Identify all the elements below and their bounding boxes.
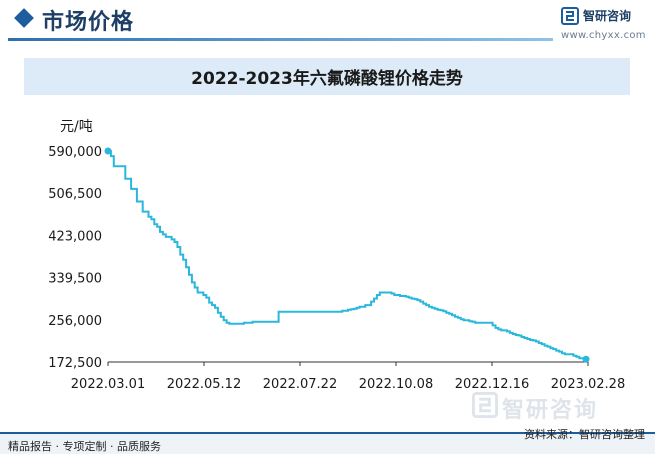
y-tick-label: 172,500: [48, 356, 102, 371]
x-tick-label: 2022.03.01: [71, 377, 145, 392]
y-axis-label: 元/吨: [60, 119, 93, 135]
footer-rule: [0, 432, 655, 434]
series-end-marker: [582, 355, 590, 363]
page-footer: 精品报告 · 专项定制 · 品质服务 资料来源：智研咨询整理: [0, 428, 655, 454]
brand-name: 智研咨询: [583, 9, 632, 23]
x-tick-label: 2022.07.22: [263, 377, 337, 392]
brand-url: www.chyxx.com: [561, 30, 646, 41]
x-tick-label: 2022.10.08: [359, 377, 433, 392]
y-tick-label: 256,000: [48, 314, 102, 329]
y-tick-label: 423,000: [48, 229, 102, 244]
page-header: 市场价格 智研咨询 www.chyxx.com: [0, 0, 655, 44]
footer-tagline: 精品报告 · 专项定制 · 品质服务: [8, 440, 161, 453]
brand-block: 智研咨询 www.chyxx.com: [559, 6, 655, 42]
data-source: 资料来源：智研咨询整理: [524, 428, 645, 441]
y-tick-label: 506,500: [48, 187, 102, 202]
brand-logo-icon: [561, 7, 579, 25]
watermark-logo: 智研咨询: [472, 392, 642, 423]
series-start-marker: [104, 147, 112, 155]
watermark-logo-icon: [472, 392, 498, 418]
header-underline: [8, 38, 553, 41]
x-tick-label: 2022.12.16: [455, 377, 529, 392]
watermark-name: 智研咨询: [502, 398, 599, 423]
page-title: 市场价格: [42, 10, 135, 35]
x-tick-label: 2022.05.12: [167, 377, 241, 392]
x-tick-label: 2023.02.28: [551, 377, 625, 392]
series-price-line: [108, 150, 589, 360]
chart-title-band: 2022-2023年六氟磷酸锂价格走势: [24, 58, 630, 95]
y-tick-label: 339,500: [48, 272, 102, 287]
y-tick-label: 590,000: [48, 145, 102, 160]
chart-title: 2022-2023年六氟磷酸锂价格走势: [191, 69, 463, 89]
